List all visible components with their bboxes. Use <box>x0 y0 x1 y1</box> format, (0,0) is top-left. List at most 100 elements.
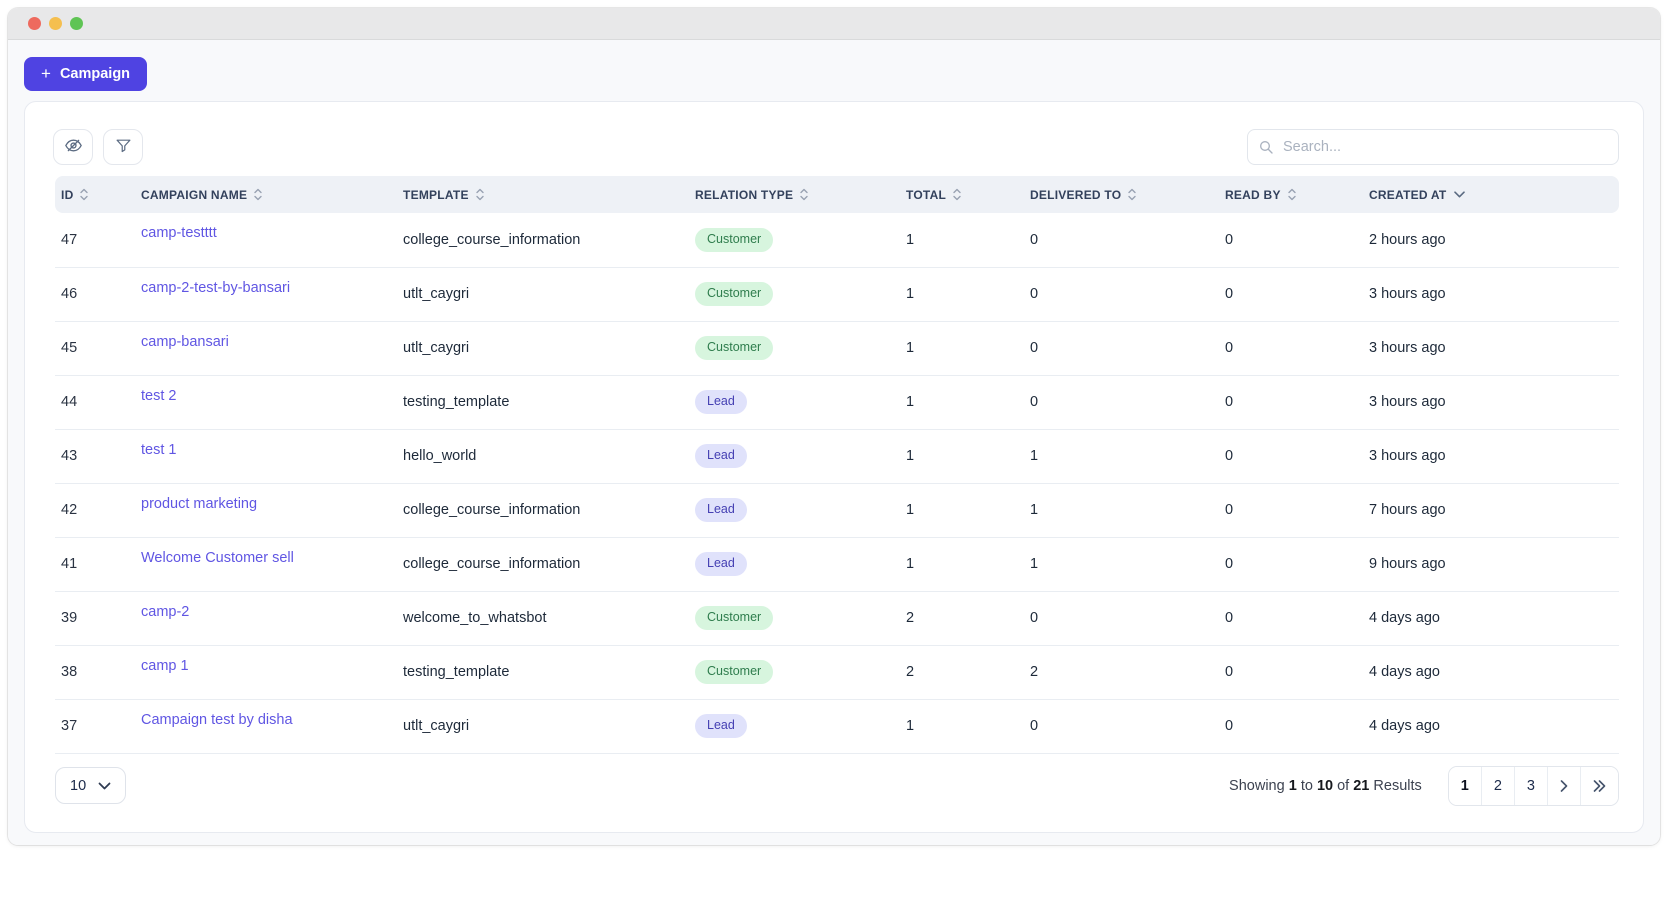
column-header-template[interactable]: TEMPLATE <box>397 176 689 213</box>
total-cell: 1 <box>900 429 1024 483</box>
page-size-select[interactable]: 10 <box>55 767 126 804</box>
summary-total: 21 <box>1353 778 1369 794</box>
relation-type-badge: Customer <box>695 660 773 684</box>
sort-toggle-icon <box>953 188 961 201</box>
hide-columns-button[interactable] <box>53 129 93 165</box>
traffic-lights <box>28 17 83 30</box>
column-header-id[interactable]: ID <box>55 176 135 213</box>
column-header-delivered-to[interactable]: DELIVERED TO <box>1024 176 1219 213</box>
delivered-to-cell: 0 <box>1024 213 1219 267</box>
relation-type-badge: Customer <box>695 228 773 252</box>
campaign-link[interactable]: camp-2-test-by-bansari <box>141 280 290 296</box>
template-name-cell: utlt_caygri <box>397 321 689 375</box>
created-at-cell: 3 hours ago <box>1363 429 1619 483</box>
table-row: 41Welcome Customer sellcollege_course_in… <box>55 537 1619 591</box>
double-chevron-right-icon <box>1593 780 1606 792</box>
campaign-link[interactable]: Welcome Customer sell <box>141 550 294 566</box>
created-at-cell: 4 days ago <box>1363 645 1619 699</box>
total-cell: 1 <box>900 375 1024 429</box>
column-header-campaign-name[interactable]: CAMPAIGN NAME <box>135 176 397 213</box>
minimize-button[interactable] <box>49 17 62 30</box>
read-by-cell: 0 <box>1219 591 1363 645</box>
read-by-cell: 0 <box>1219 483 1363 537</box>
campaign-link[interactable]: camp-testttt <box>141 225 217 241</box>
campaign-link[interactable]: Campaign test by disha <box>141 712 293 728</box>
delivered-to-cell: 0 <box>1024 699 1219 753</box>
created-at-cell: 3 hours ago <box>1363 321 1619 375</box>
campaign-name-cell: test 1 <box>135 429 397 483</box>
table-body: 47camp-testtttcollege_course_information… <box>55 213 1619 753</box>
filter-button[interactable] <box>103 129 143 165</box>
new-campaign-button[interactable]: + Campaign <box>24 57 147 91</box>
row-id-cell: 39 <box>55 591 135 645</box>
delivered-to-cell: 0 <box>1024 267 1219 321</box>
relation-type-cell: Lead <box>689 699 900 753</box>
eye-off-icon <box>64 136 83 158</box>
table-row: 47camp-testtttcollege_course_information… <box>55 213 1619 267</box>
sort-toggle-icon <box>254 188 262 201</box>
campaign-name-cell: camp-2 <box>135 591 397 645</box>
table-header-row: ID CAMPAIGN NAME TEMPLATE RELATION TYPE TOTA… <box>55 176 1619 213</box>
page-button-3[interactable]: 3 <box>1514 767 1547 805</box>
template-name-cell: utlt_caygri <box>397 699 689 753</box>
read-by-cell: 0 <box>1219 321 1363 375</box>
page-button-1[interactable]: 1 <box>1449 767 1481 805</box>
delivered-to-cell: 1 <box>1024 483 1219 537</box>
table-row: 38camp 1testing_templateCustomer2204 day… <box>55 645 1619 699</box>
template-name-cell: testing_template <box>397 645 689 699</box>
column-header-relation-type[interactable]: RELATION TYPE <box>689 176 900 213</box>
campaign-link[interactable]: camp 1 <box>141 658 189 674</box>
funnel-icon <box>115 137 132 157</box>
created-at-cell: 4 days ago <box>1363 591 1619 645</box>
search-input[interactable] <box>1247 129 1619 165</box>
total-cell: 1 <box>900 321 1024 375</box>
relation-type-badge: Customer <box>695 282 773 306</box>
read-by-cell: 0 <box>1219 213 1363 267</box>
table-row: 42product marketingcollege_course_inform… <box>55 483 1619 537</box>
column-label-delivered-to: DELIVERED TO <box>1030 188 1121 202</box>
campaigns-table: ID CAMPAIGN NAME TEMPLATE RELATION TYPE TOTA… <box>55 176 1619 754</box>
new-campaign-label: Campaign <box>60 66 130 82</box>
relation-type-cell: Lead <box>689 429 900 483</box>
campaign-link[interactable]: product marketing <box>141 496 257 512</box>
column-header-total[interactable]: TOTAL <box>900 176 1024 213</box>
read-by-cell: 0 <box>1219 699 1363 753</box>
column-header-read-by[interactable]: READ BY <box>1219 176 1363 213</box>
page-button-2[interactable]: 2 <box>1481 767 1514 805</box>
row-id-cell: 42 <box>55 483 135 537</box>
campaign-link[interactable]: camp-2 <box>141 604 189 620</box>
next-page-button[interactable] <box>1547 767 1580 805</box>
last-page-button[interactable] <box>1580 767 1618 805</box>
created-at-cell: 4 days ago <box>1363 699 1619 753</box>
chevron-right-icon <box>1560 780 1568 792</box>
column-label-created-at: CREATED AT <box>1369 188 1447 202</box>
created-at-cell: 3 hours ago <box>1363 375 1619 429</box>
template-name-cell: hello_world <box>397 429 689 483</box>
row-id-cell: 43 <box>55 429 135 483</box>
template-name-cell: testing_template <box>397 375 689 429</box>
sort-desc-icon <box>1454 191 1465 198</box>
campaign-name-cell: Campaign test by disha <box>135 699 397 753</box>
column-label-campaign-name: CAMPAIGN NAME <box>141 188 247 202</box>
relation-type-cell: Lead <box>689 537 900 591</box>
close-button[interactable] <box>28 17 41 30</box>
total-cell: 1 <box>900 483 1024 537</box>
column-label-relation-type: RELATION TYPE <box>695 188 793 202</box>
campaign-link[interactable]: test 1 <box>141 442 176 458</box>
results-summary: Showing 1 to 10 of 21 Results <box>1229 778 1422 794</box>
campaign-name-cell: camp-testttt <box>135 213 397 267</box>
campaign-name-cell: test 2 <box>135 375 397 429</box>
column-label-template: TEMPLATE <box>403 188 469 202</box>
zoom-button[interactable] <box>70 17 83 30</box>
campaign-link[interactable]: camp-bansari <box>141 334 229 350</box>
total-cell: 2 <box>900 591 1024 645</box>
template-name-cell: college_course_information <box>397 213 689 267</box>
campaign-link[interactable]: test 2 <box>141 388 176 404</box>
read-by-cell: 0 <box>1219 429 1363 483</box>
column-header-created-at[interactable]: CREATED AT <box>1363 176 1619 213</box>
row-id-cell: 38 <box>55 645 135 699</box>
search-icon <box>1258 139 1274 160</box>
relation-type-badge: Lead <box>695 714 747 738</box>
table-footer: 10 Showing 1 to 10 of 21 Results <box>55 766 1619 806</box>
table-row: 37Campaign test by dishautlt_caygriLead1… <box>55 699 1619 753</box>
